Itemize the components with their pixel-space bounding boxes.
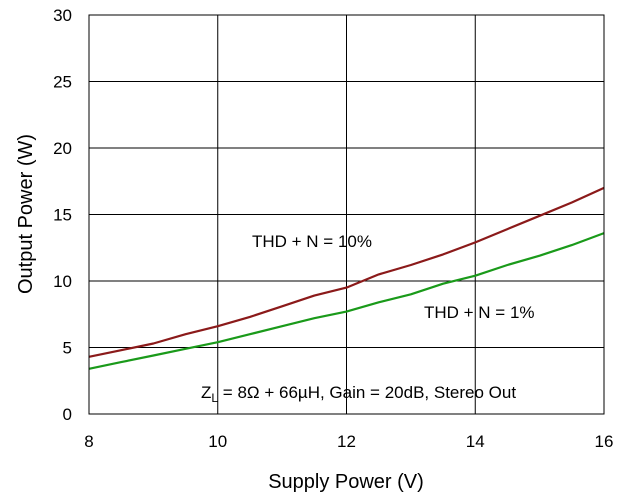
series-line-1 <box>88 186 605 358</box>
y-tick-label: 0 <box>63 405 72 424</box>
condition-subscript: L <box>211 391 218 405</box>
series-label-thd-1: THD + N = 1% <box>424 303 535 322</box>
plot-frame <box>88 14 605 415</box>
y-tick-label: 30 <box>53 6 72 25</box>
x-axis-title: Supply Power (V) <box>268 471 424 493</box>
x-tick-label: 10 <box>208 432 227 451</box>
y-tick-label: 15 <box>53 206 72 225</box>
series-line-2 <box>88 232 605 370</box>
y-tick-label: 25 <box>53 73 72 92</box>
test-conditions-annotation: ZL = 8Ω + 66µH, Gain = 20dB, Stereo Out <box>201 383 516 405</box>
grid-lines <box>88 14 605 415</box>
x-tick-label: 12 <box>337 432 356 451</box>
y-tick-labels: 0 5 10 15 20 25 30 <box>53 6 72 424</box>
series-lines <box>88 186 605 370</box>
condition-z: Z <box>201 383 211 402</box>
x-tick-label: 14 <box>466 432 485 451</box>
condition-rest: = 8Ω + 66µH, Gain = 20dB, Stereo Out <box>218 383 516 402</box>
y-axis-title: Output Power (W) <box>15 134 37 294</box>
x-tick-labels: 8 10 12 14 16 <box>84 432 613 451</box>
series-label-thd-10: THD + N = 10% <box>252 232 372 251</box>
x-tick-label: 8 <box>84 432 93 451</box>
y-tick-label: 5 <box>63 339 72 358</box>
y-tick-label: 10 <box>53 272 72 291</box>
x-tick-label: 16 <box>595 432 614 451</box>
y-tick-label: 20 <box>53 139 72 158</box>
